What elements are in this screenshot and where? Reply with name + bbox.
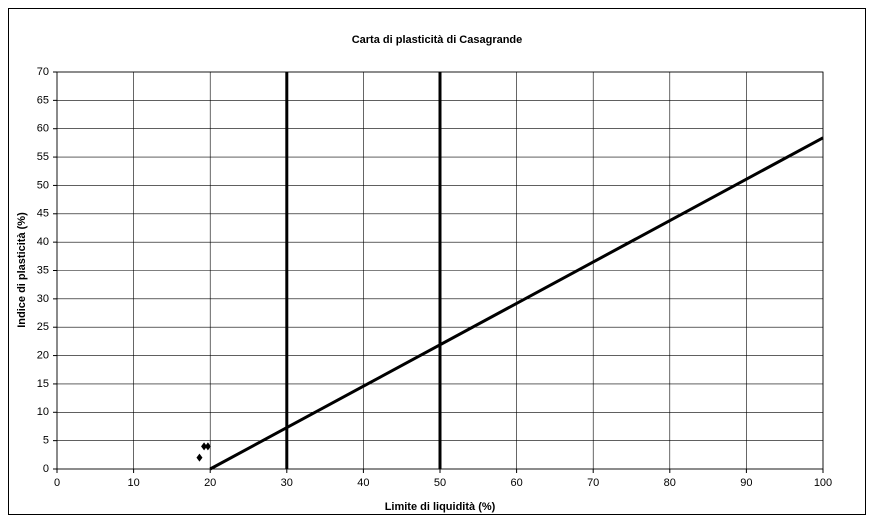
x-tick-label: 90 (740, 477, 752, 489)
data-point (201, 442, 208, 451)
y-tick-label: 15 (37, 378, 49, 390)
x-tick-label: 80 (664, 477, 676, 489)
y-tick-label: 70 (37, 66, 49, 78)
x-tick-label: 10 (127, 477, 139, 489)
x-tick-label: 40 (357, 477, 369, 489)
data-point (196, 453, 203, 462)
x-axis-label: Limite di liquidità (%) (385, 501, 496, 513)
x-tick-label: 60 (510, 477, 522, 489)
y-tick-label: 40 (37, 236, 49, 248)
y-tick-label: 25 (37, 321, 49, 333)
y-tick-label: 30 (37, 293, 49, 305)
data-point (204, 442, 211, 451)
y-tick-label: 10 (37, 406, 49, 418)
y-tick-label: 65 (37, 94, 49, 106)
y-tick-label: 45 (37, 208, 49, 220)
reference-line (209, 136, 824, 471)
x-tick-label: 70 (587, 477, 599, 489)
y-tick-label: 35 (37, 264, 49, 276)
x-tick-label: 30 (281, 477, 293, 489)
x-tick-label: 20 (204, 477, 216, 489)
x-tick-label: 0 (54, 477, 60, 489)
y-tick-label: 55 (37, 151, 49, 163)
y-tick-label: 0 (43, 463, 49, 475)
y-tick-label: 20 (37, 349, 49, 361)
y-tick-label: 5 (43, 435, 49, 447)
x-tick-label: 50 (434, 477, 446, 489)
chart-title: Carta di plasticità di Casagrande (352, 34, 523, 46)
y-tick-label: 60 (37, 123, 49, 135)
y-axis-label: Indice di plasticità (%) (16, 212, 28, 328)
x-tick-label: 100 (814, 477, 832, 489)
y-tick-label: 50 (37, 179, 49, 191)
